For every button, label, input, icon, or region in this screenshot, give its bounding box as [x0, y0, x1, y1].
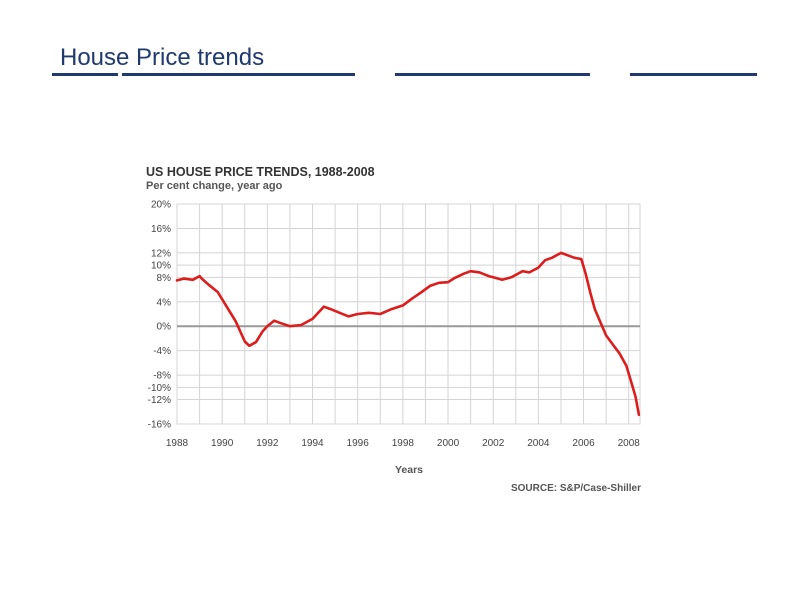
y-tick-label: -8%	[153, 371, 171, 382]
title-underline-gap	[355, 73, 395, 76]
y-tick-label: -12%	[148, 395, 171, 406]
source-note: SOURCE: S&P/Case-Shiller	[511, 483, 641, 494]
x-tick-label: 1992	[256, 438, 279, 449]
y-tick-label: 10%	[151, 261, 171, 272]
chart-grid	[176, 203, 641, 425]
x-tick-label: 1996	[347, 438, 370, 449]
title-underline	[52, 73, 757, 76]
x-axis-label: Years	[395, 464, 423, 476]
y-tick-label: 8%	[157, 273, 172, 284]
x-tick-label: 1994	[301, 438, 324, 449]
y-tick-label: 20%	[151, 200, 171, 211]
y-tick-label: 4%	[157, 297, 172, 308]
chart-subtitle: Per cent change, year ago	[146, 180, 283, 192]
chart-series	[175, 251, 641, 417]
x-tick-label: 2006	[572, 438, 595, 449]
x-tick-label: 2002	[482, 438, 505, 449]
y-tick-label: 16%	[151, 224, 171, 235]
x-tick-label: 1998	[392, 438, 415, 449]
y-tick-label: -16%	[148, 420, 171, 431]
y-tick-label: -10%	[148, 383, 171, 394]
series-line-house-prices	[175, 251, 641, 417]
title-underline-gap	[590, 73, 630, 76]
slide-title: House Price trends	[60, 44, 265, 71]
y-tick-label: -4%	[153, 346, 171, 357]
plot-frame	[176, 203, 641, 425]
chart-title: US HOUSE PRICE TRENDS, 1988-2008	[146, 165, 375, 179]
x-tick-label: 2008	[618, 438, 641, 449]
y-tick-label: 12%	[151, 248, 171, 259]
x-tick-label: 2000	[437, 438, 460, 449]
x-tick-label: 2004	[527, 438, 550, 449]
y-tick-label: 0%	[157, 322, 172, 333]
chart-axes: 20% 16% 12% 10%8% 4% 0% -4% -8%-10%-12% -16% 1988…	[148, 200, 641, 450]
title-underline-gap	[118, 73, 122, 76]
x-tick-label: 1990	[211, 438, 234, 449]
x-tick-label: 1988	[166, 438, 189, 449]
